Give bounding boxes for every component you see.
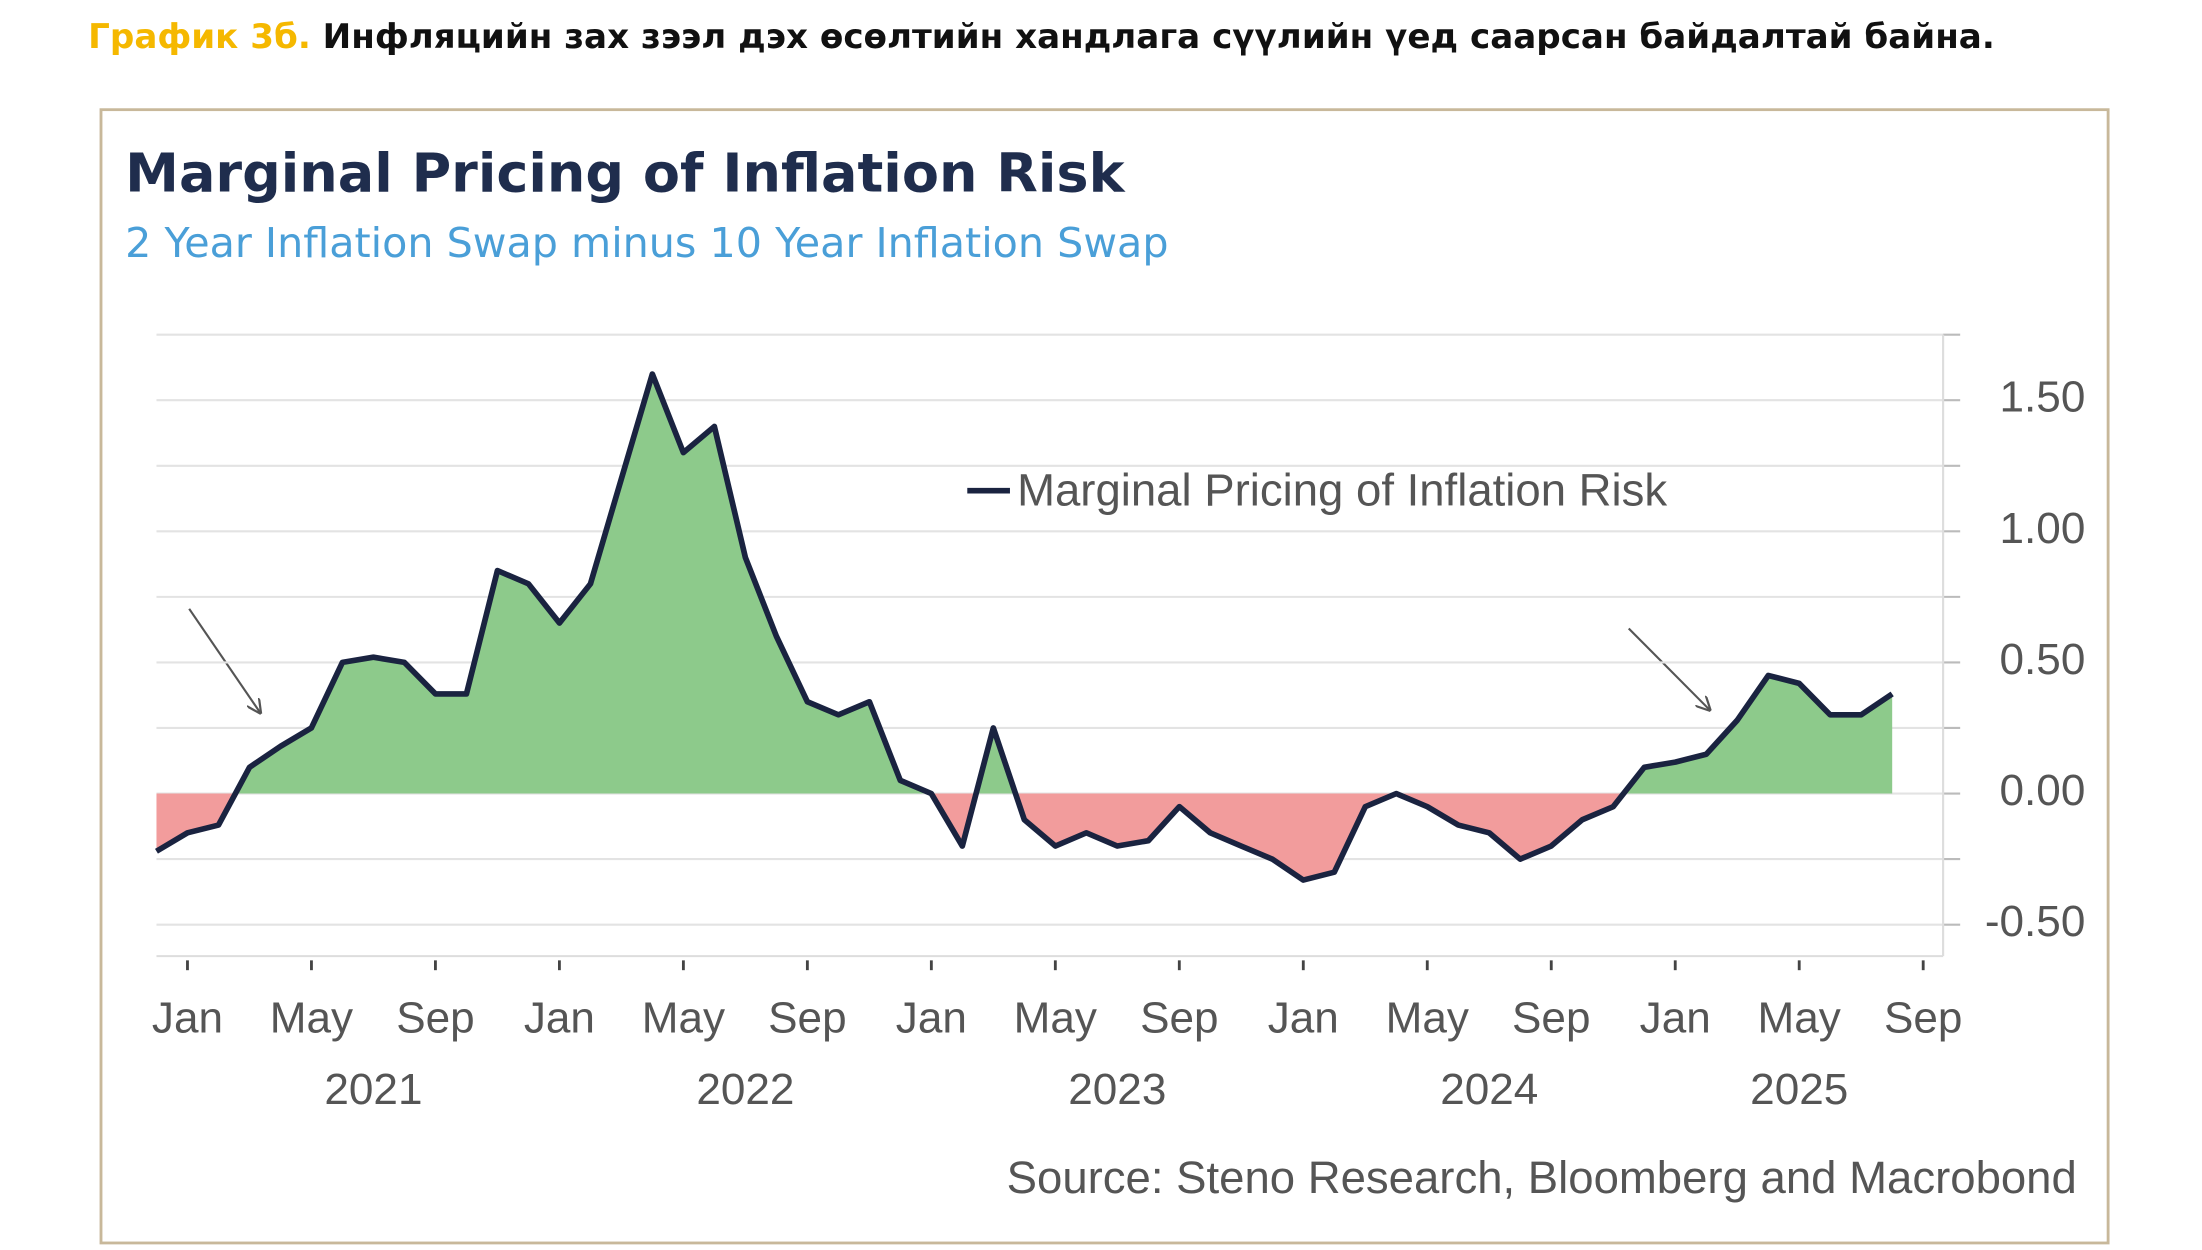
x-year-label: 2022 [696,1065,794,1114]
x-tick-label: May [1014,994,1097,1043]
x-tick-label: Sep [1140,994,1218,1043]
x-tick-label: Jan [152,994,223,1043]
x-tick-label: Jan [1268,994,1339,1043]
legend-label: Marginal Pricing of Inflation Risk [1017,465,1667,516]
y-tick-label: 0.50 [2000,635,2086,684]
x-tick-label: May [270,994,353,1043]
x-tick-label: Sep [768,994,846,1043]
positive-area [156,374,1893,794]
heading-text: Инфляцийн зах зээл дэх өсөлтийн хандлага… [323,17,1995,57]
annotation-arrow [1627,627,1710,711]
y-tick-label: 1.50 [2000,373,2086,422]
y-tick-label: 1.00 [2000,504,2086,553]
x-tick-label: Jan [896,994,967,1043]
x-tick-label: Sep [396,994,474,1043]
x-tick-label: Sep [1884,994,1962,1043]
chart-title: Marginal Pricing of Inflation Risk [125,142,1126,205]
x-year-label: 2023 [1068,1065,1166,1114]
x-year-label: 2024 [1440,1065,1538,1114]
chart-subtitle: 2 Year Inflation Swap minus 10 Year Infl… [125,219,1168,267]
x-tick-label: May [1758,994,1841,1043]
y-tick-label: 0.00 [2000,766,2086,815]
x-tick-label: Jan [1640,994,1711,1043]
heading-label: График 3б. [88,17,311,57]
x-tick-label: May [1386,994,1469,1043]
x-tick-label: Sep [1512,994,1590,1043]
x-tick-label: May [642,994,725,1043]
data-line [155,371,1894,883]
negative-area [156,793,1624,881]
source: Source: Steno Research, Bloomberg and Ma… [1007,1152,2077,1203]
x-year-label: 2025 [1750,1065,1848,1114]
y-tick-label: -0.50 [1985,897,2085,946]
x-tick-label: Jan [524,994,595,1043]
annotation-arrow [188,608,260,713]
heading: График 3б. Инфляцийн зах зээл дэх өсөлти… [88,17,1995,57]
x-year-label: 2021 [324,1065,422,1114]
